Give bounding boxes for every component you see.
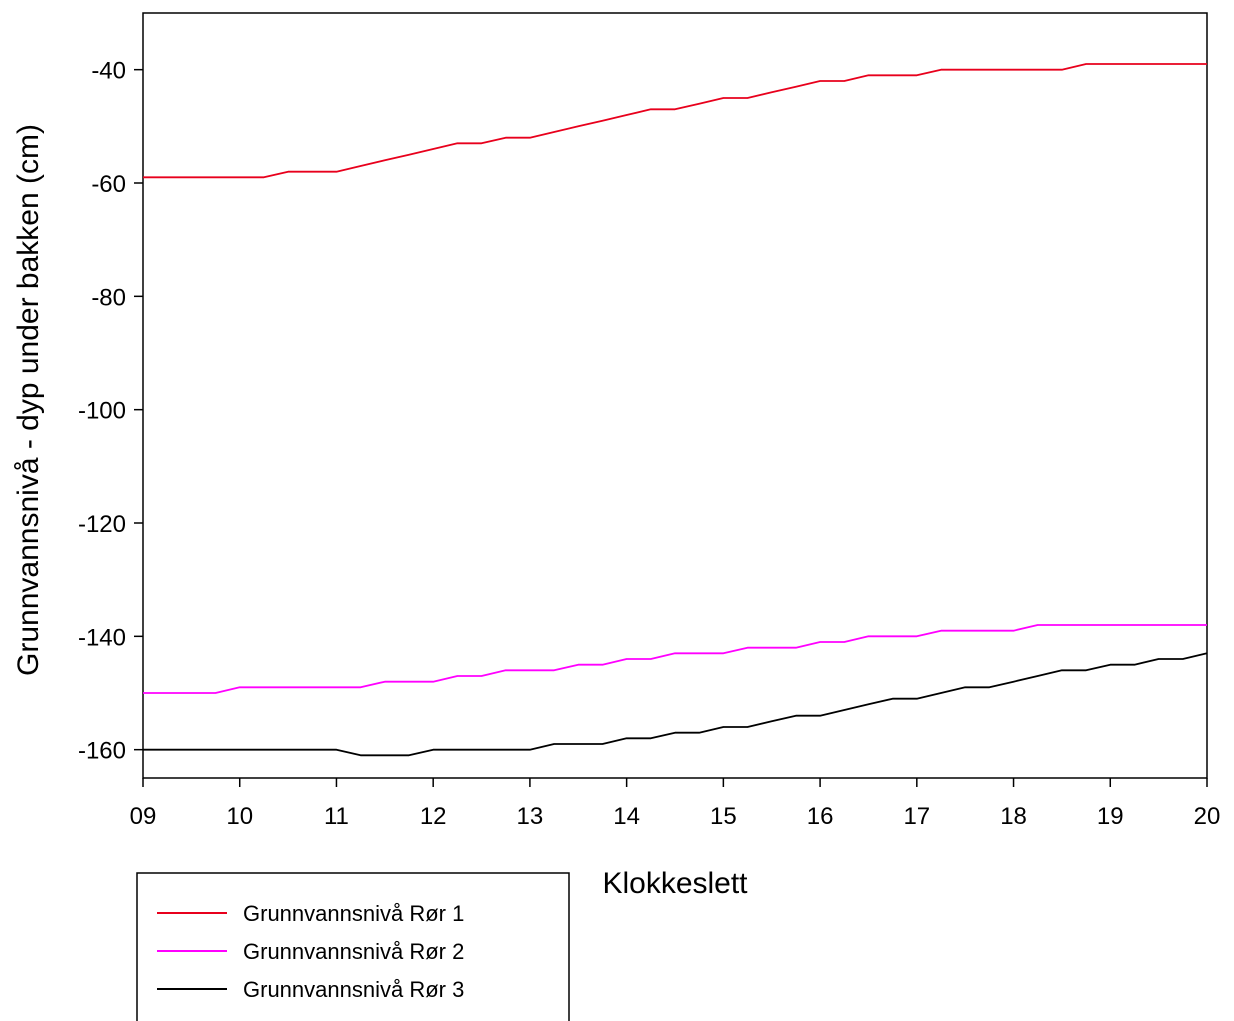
x-tick-label: 12 bbox=[420, 803, 447, 830]
x-tick-label: 18 bbox=[1000, 803, 1027, 830]
plot-area-frame bbox=[142, 12, 1208, 779]
y-tick-label: -100 bbox=[78, 398, 126, 425]
x-tick-label: 14 bbox=[613, 803, 640, 830]
x-axis-title: Klokkeslett bbox=[602, 867, 748, 900]
series-line-ror-3 bbox=[143, 652, 1208, 757]
x-tick-label: 13 bbox=[517, 803, 544, 830]
y-tick-label: -80 bbox=[91, 284, 126, 311]
legend: Grunnvannsnivå Rør 1 Grunnvannsnivå Rør 2… bbox=[136, 872, 570, 1021]
legend-label-ror-3: Grunnvannsnivå Rør 3 bbox=[243, 977, 464, 1002]
x-tick-label: 17 bbox=[903, 803, 930, 830]
x-tick-label: 09 bbox=[130, 803, 157, 830]
x-tick-label: 19 bbox=[1097, 803, 1124, 830]
y-tick-label: -140 bbox=[78, 624, 126, 651]
x-tick-label: 15 bbox=[710, 803, 737, 830]
x-axis-ticks: 09 10 11 12 13 14 15 16 17 18 19 20 bbox=[130, 778, 1221, 830]
y-tick-label: -120 bbox=[78, 511, 126, 538]
legend-entries: Grunnvannsnivå Rør 1 Grunnvannsnivå Rør 2… bbox=[157, 901, 464, 1002]
y-tick-label: -40 bbox=[91, 58, 126, 85]
y-tick-label: -160 bbox=[78, 738, 126, 765]
legend-label-ror-1: Grunnvannsnivå Rør 1 bbox=[243, 901, 464, 926]
x-tick-label: 16 bbox=[807, 803, 834, 830]
x-tick-label: 20 bbox=[1194, 803, 1221, 830]
y-axis-ticks: -40 -60 -80 -100 -120 -140 -160 bbox=[78, 58, 143, 765]
series-line-ror-2 bbox=[143, 624, 1207, 694]
legend-label-ror-2: Grunnvannsnivå Rør 2 bbox=[243, 939, 464, 964]
y-tick-label: -60 bbox=[91, 171, 126, 198]
legend-frame bbox=[136, 872, 570, 1021]
y-axis-title: Grunnvannsnivå - dyp under bakken (cm) bbox=[12, 124, 45, 676]
series-line-ror-1 bbox=[143, 63, 1207, 179]
x-tick-label: 11 bbox=[324, 803, 349, 830]
series-lines bbox=[143, 63, 1208, 757]
x-tick-label: 10 bbox=[226, 803, 253, 830]
